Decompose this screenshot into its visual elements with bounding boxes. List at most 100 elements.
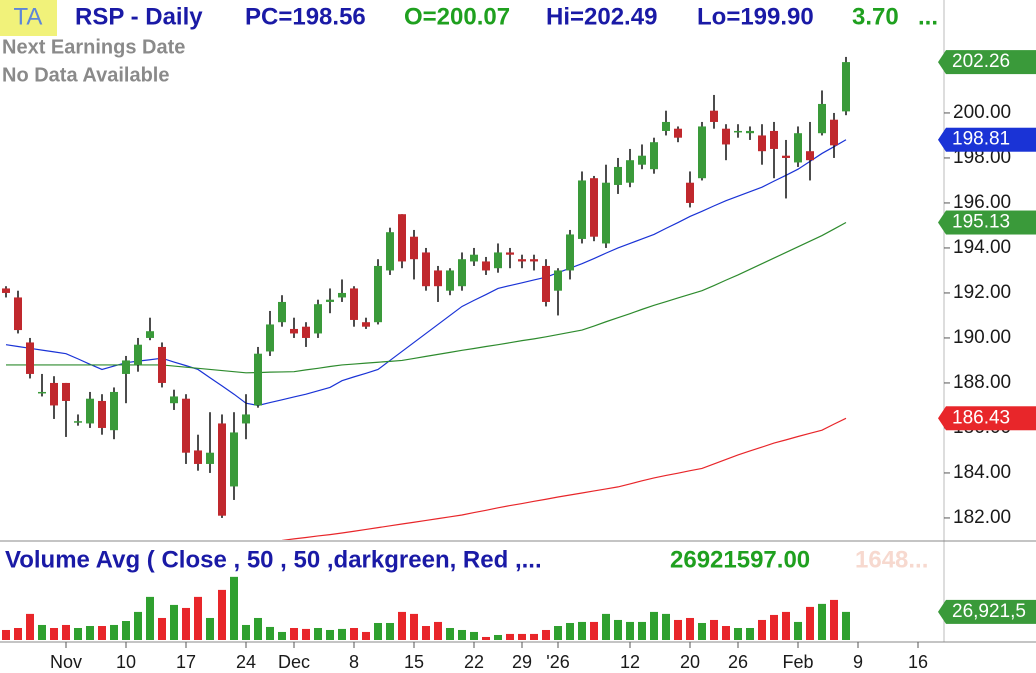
value-box	[946, 210, 1036, 235]
volume-bar	[554, 626, 562, 640]
candle-body	[686, 182, 694, 203]
candle-body	[374, 265, 382, 323]
moving-average	[5, 139, 847, 407]
candle-body	[2, 288, 10, 293]
y-tick-label: 194.00	[953, 237, 1011, 258]
volume-bar	[830, 599, 838, 640]
volume-bar	[422, 626, 430, 640]
volume-bar	[242, 624, 250, 640]
candle-body	[446, 270, 454, 291]
candle-body	[746, 130, 754, 134]
candle-body	[338, 292, 346, 298]
volume-bar	[326, 629, 334, 640]
candle-body	[794, 133, 802, 163]
candle-body	[86, 398, 94, 424]
x-tick-label: 15	[404, 652, 424, 672]
y-tick-label: 192.00	[953, 282, 1011, 303]
volume-bar	[314, 627, 322, 640]
volume-bar	[110, 624, 118, 640]
candle-body	[218, 423, 226, 516]
candle-body	[302, 326, 310, 338]
volume-bar	[26, 613, 34, 640]
candle-body	[698, 126, 706, 179]
volume-bar	[278, 631, 286, 640]
volume-bar	[158, 617, 166, 640]
volume-bar	[446, 627, 454, 640]
candle-body	[182, 398, 190, 453]
candle-body	[26, 342, 34, 374]
candle-body	[254, 353, 262, 406]
candle-body	[818, 103, 826, 134]
volume-bar	[86, 626, 94, 640]
candle-body	[38, 391, 46, 394]
candle-body	[170, 396, 178, 404]
y-tick-label: 198.00	[953, 147, 1011, 168]
candle-body	[578, 180, 586, 239]
volume-bar	[206, 617, 214, 640]
volume-bar	[14, 627, 22, 640]
candle-body	[674, 128, 682, 138]
candle-body	[566, 234, 574, 271]
volume-bar	[194, 596, 202, 640]
candle-body	[194, 450, 202, 464]
candle-body	[110, 391, 118, 431]
value-box-arrow	[938, 210, 946, 235]
volume-bar	[686, 617, 694, 640]
volume-bar	[482, 636, 490, 640]
header-stat: Lo=199.90	[697, 3, 814, 30]
volume-bar	[2, 629, 10, 640]
volume-bar	[122, 621, 130, 640]
volume-title: Volume Avg ( Close , 50 , 50 ,darkgreen,…	[5, 546, 542, 573]
x-tick-label: 20	[680, 652, 700, 672]
candle-body	[830, 119, 838, 146]
value-box-arrow	[938, 599, 946, 624]
volume-bar	[746, 627, 754, 640]
candle-body	[326, 299, 334, 302]
candle-body	[590, 178, 598, 237]
header-stat: 3.70	[852, 3, 899, 30]
x-tick-label: 9	[853, 652, 863, 672]
moving-average	[281, 417, 847, 540]
header-stat: ...	[918, 3, 938, 30]
volume-bar	[842, 611, 850, 640]
candle-body	[146, 331, 154, 338]
x-tick-label: 16	[908, 652, 928, 672]
candle-body	[782, 155, 790, 158]
y-tick-label: 190.00	[953, 327, 1011, 348]
volume-bar	[266, 626, 274, 640]
volume-bar	[542, 629, 550, 640]
candle-body	[710, 110, 718, 122]
candle-body	[122, 360, 130, 374]
volume-bar	[170, 604, 178, 640]
volume-bar	[290, 627, 298, 640]
candle-body	[410, 236, 418, 260]
candle-body	[158, 346, 166, 383]
volume-bar	[302, 628, 310, 640]
volume-bar	[230, 576, 238, 640]
candle-body	[650, 142, 658, 170]
candle-body	[362, 322, 370, 327]
value-box-label: 202.26	[952, 51, 1010, 72]
y-tick-label: 200.00	[953, 102, 1011, 123]
x-tick-label: 22	[464, 652, 484, 672]
candle-body	[206, 452, 214, 464]
badge: TA	[14, 3, 43, 30]
candle-body	[734, 130, 742, 133]
volume-bar	[578, 621, 586, 640]
volume-bar	[458, 629, 466, 640]
x-tick-label: 24	[236, 652, 256, 672]
volume-bar	[410, 613, 418, 640]
volume-bar	[374, 622, 382, 640]
volume-bar	[590, 621, 598, 640]
volume-bar	[50, 627, 58, 640]
value-box-arrow	[938, 127, 946, 152]
volume-bar	[398, 611, 406, 640]
volume-bar	[182, 607, 190, 640]
volume-bar	[470, 631, 478, 640]
volume-bar	[650, 611, 658, 640]
chart-title: RSP - Daily	[75, 3, 203, 30]
volume-bar	[62, 624, 70, 640]
candle-body	[518, 259, 526, 262]
value-box	[946, 50, 1036, 75]
